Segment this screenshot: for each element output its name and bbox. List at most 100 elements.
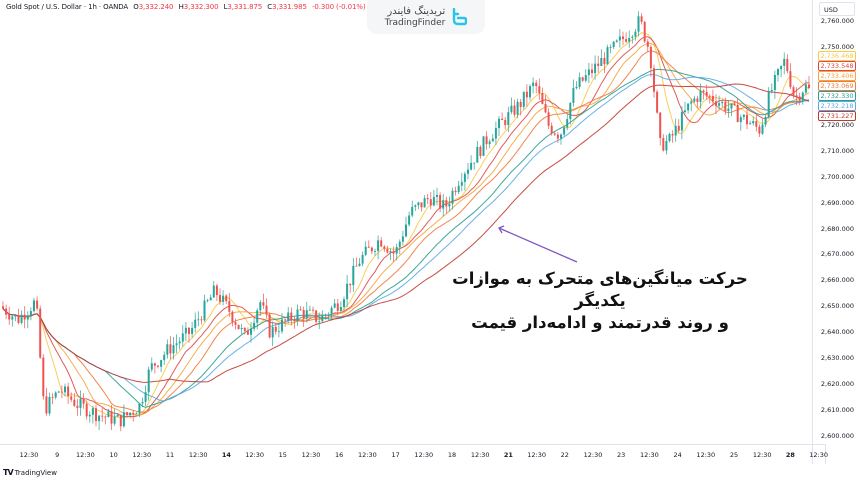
- candle[interactable]: [76, 398, 79, 416]
- candle[interactable]: [327, 312, 330, 320]
- candle[interactable]: [659, 111, 662, 146]
- candle[interactable]: [547, 108, 550, 130]
- candle[interactable]: [305, 301, 308, 323]
- candle[interactable]: [26, 311, 29, 329]
- candle[interactable]: [132, 410, 135, 422]
- candle[interactable]: [349, 283, 352, 293]
- candle[interactable]: [677, 119, 680, 134]
- candle[interactable]: [2, 301, 4, 310]
- candle[interactable]: [671, 130, 674, 143]
- candle[interactable]: [780, 65, 783, 78]
- candle[interactable]: [343, 296, 345, 311]
- candle[interactable]: [739, 114, 742, 131]
- candle[interactable]: [423, 195, 426, 208]
- candle[interactable]: [463, 171, 466, 191]
- candle[interactable]: [575, 81, 578, 90]
- candle[interactable]: [721, 99, 724, 108]
- candle[interactable]: [398, 239, 401, 255]
- candle[interactable]: [618, 29, 621, 48]
- candle[interactable]: [122, 404, 125, 428]
- candle[interactable]: [494, 121, 497, 145]
- candle[interactable]: [57, 390, 60, 393]
- candle[interactable]: [758, 124, 761, 138]
- candle[interactable]: [498, 116, 500, 137]
- candle[interactable]: [742, 113, 745, 121]
- candle[interactable]: [268, 312, 271, 339]
- candle[interactable]: [212, 280, 215, 298]
- candle[interactable]: [42, 354, 45, 400]
- candle[interactable]: [460, 172, 463, 192]
- candle[interactable]: [429, 192, 432, 210]
- candle[interactable]: [243, 327, 246, 335]
- candle[interactable]: [299, 305, 302, 311]
- candle[interactable]: [770, 83, 773, 94]
- candle[interactable]: [256, 308, 259, 330]
- candle[interactable]: [104, 415, 107, 425]
- candle[interactable]: [324, 313, 327, 320]
- candle[interactable]: [284, 318, 287, 327]
- candle[interactable]: [231, 310, 234, 327]
- candle[interactable]: [584, 69, 587, 83]
- candle[interactable]: [510, 97, 513, 115]
- candle[interactable]: [801, 91, 804, 105]
- candle[interactable]: [219, 288, 221, 305]
- candle[interactable]: [234, 318, 237, 330]
- currency-selector[interactable]: USD: [819, 2, 855, 16]
- candle[interactable]: [178, 337, 181, 350]
- candle[interactable]: [696, 95, 699, 108]
- candle[interactable]: [705, 84, 708, 100]
- candle[interactable]: [600, 49, 603, 67]
- candle[interactable]: [764, 115, 767, 128]
- candle[interactable]: [513, 99, 516, 118]
- candle[interactable]: [594, 55, 597, 80]
- candle[interactable]: [203, 294, 206, 322]
- candle[interactable]: [724, 97, 727, 115]
- candle[interactable]: [377, 235, 380, 260]
- candle[interactable]: [808, 75, 810, 89]
- candle[interactable]: [163, 351, 166, 365]
- candle[interactable]: [308, 305, 311, 311]
- candle[interactable]: [312, 306, 314, 313]
- candle[interactable]: [129, 412, 132, 419]
- candle[interactable]: [70, 392, 73, 403]
- candle[interactable]: [281, 313, 283, 334]
- candle[interactable]: [408, 211, 411, 227]
- candle[interactable]: [767, 87, 770, 119]
- candle[interactable]: [538, 78, 541, 100]
- candle[interactable]: [448, 196, 451, 212]
- candle[interactable]: [85, 400, 88, 420]
- candle[interactable]: [225, 293, 228, 305]
- candle[interactable]: [274, 323, 277, 335]
- candle[interactable]: [414, 204, 417, 211]
- candle[interactable]: [172, 336, 175, 360]
- price-axis[interactable]: USD 2,760.000 2,750.000 2,720.000 2,710.000…: [812, 0, 860, 464]
- candle[interactable]: [454, 186, 457, 196]
- candle[interactable]: [693, 95, 696, 103]
- candle[interactable]: [51, 393, 54, 405]
- symbol-legend[interactable]: Gold Spot / U.S. Dollar · 1h · OANDA O3,…: [6, 3, 366, 11]
- candle[interactable]: [625, 32, 628, 44]
- candle[interactable]: [23, 306, 26, 329]
- candle[interactable]: [346, 275, 349, 308]
- candle[interactable]: [405, 216, 407, 238]
- candle[interactable]: [656, 89, 659, 114]
- candle[interactable]: [470, 155, 473, 171]
- candle[interactable]: [718, 95, 721, 110]
- candle[interactable]: [181, 325, 184, 347]
- candle[interactable]: [432, 189, 435, 207]
- candle[interactable]: [622, 31, 624, 46]
- candle[interactable]: [445, 196, 448, 214]
- candle[interactable]: [175, 334, 178, 354]
- candle[interactable]: [54, 391, 57, 400]
- candle[interactable]: [612, 40, 615, 49]
- candle[interactable]: [653, 64, 655, 98]
- candle[interactable]: [144, 385, 147, 406]
- candle[interactable]: [237, 324, 240, 330]
- candle[interactable]: [209, 294, 212, 301]
- candle[interactable]: [367, 240, 370, 248]
- candle[interactable]: [287, 306, 290, 324]
- candle[interactable]: [370, 246, 373, 255]
- candle[interactable]: [302, 306, 305, 327]
- candle[interactable]: [643, 20, 646, 44]
- candle[interactable]: [277, 323, 280, 338]
